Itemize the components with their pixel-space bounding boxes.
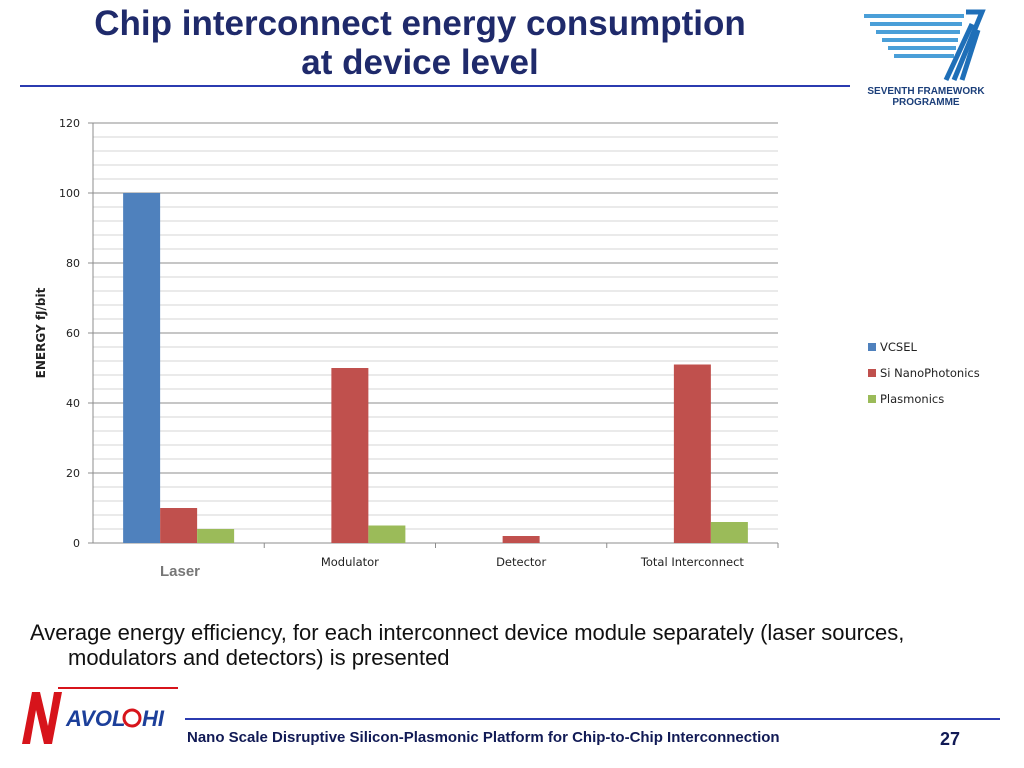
x-category-label: Laser — [160, 563, 200, 580]
chart-gridlines — [93, 122, 778, 544]
bar-plasmonics — [368, 525, 406, 543]
y-tick-label: 120 — [59, 117, 80, 130]
bar-plasmonics — [710, 522, 748, 543]
x-category-label: Modulator — [321, 555, 379, 569]
bar-si-nanophotonics — [502, 536, 540, 543]
footer-text: Nano Scale Disruptive Silicon-Plasmonic … — [187, 729, 780, 746]
slide-title: Chip interconnect energy consumption at … — [20, 4, 820, 82]
fp7-logo-caption-line-2: PROGRAMME — [892, 97, 960, 108]
fp7-logo — [864, 9, 986, 82]
slide-title-line-1: Chip interconnect energy consumption — [94, 4, 746, 43]
title-underline — [20, 85, 850, 87]
legend-item: Si NanoPhotonics — [868, 360, 980, 386]
y-tick-label: 60 — [66, 327, 80, 340]
footer-rule — [185, 718, 1000, 720]
bar-plasmonics — [197, 529, 235, 543]
navolchi-logo-text: AVOL — [65, 706, 125, 731]
x-category-label: Detector — [496, 555, 546, 569]
y-axis-title: ENERGY fJ/bit — [34, 287, 48, 378]
y-tick-label: 0 — [73, 537, 80, 550]
legend-swatch — [868, 395, 876, 403]
fp7-logo-caption-line-1: SEVENTH FRAMEWORK — [867, 86, 985, 97]
energy-bar-chart: 0 20 40 60 80 100 120 ENERGY fJ/bit Laser Modulat… — [34, 117, 779, 580]
bar-si-nanophotonics — [673, 364, 711, 543]
navolchi-logo-ring — [122, 708, 142, 728]
legend-item: VCSEL — [868, 334, 980, 360]
legend-label: Si NanoPhotonics — [880, 366, 980, 380]
legend-item: Plasmonics — [868, 386, 980, 412]
bar-vcsel — [123, 193, 161, 543]
slide-title-line-2: at device level — [301, 43, 539, 82]
y-tick-label: 80 — [66, 257, 80, 270]
legend-label: Plasmonics — [880, 392, 945, 406]
legend-label: VCSEL — [880, 340, 917, 354]
page-number: 27 — [940, 729, 961, 749]
bar-si-nanophotonics — [331, 368, 369, 543]
legend-swatch — [868, 343, 876, 351]
chart-labels: 0 20 40 60 80 100 120 ENERGY fJ/bit Laser Modulat… — [34, 117, 744, 580]
legend-swatch — [868, 369, 876, 377]
fp7-logo-caption: SEVENTH FRAMEWORK PROGRAMME — [862, 86, 990, 108]
y-tick-label: 100 — [59, 187, 80, 200]
bar-si-nanophotonics — [160, 508, 198, 543]
x-category-label: Total Interconnect — [640, 555, 745, 569]
slide-description: Average energy efficiency, for each inte… — [30, 620, 905, 670]
y-tick-label: 40 — [66, 397, 80, 410]
y-tick-label: 20 — [66, 467, 80, 480]
chart-legend: VCSEL Si NanoPhotonics Plasmonics — [868, 334, 980, 412]
navolchi-logo-text-2: HI — [142, 706, 165, 731]
chart-bars — [123, 193, 748, 543]
navolchi-logo: AVOL HI — [22, 687, 178, 744]
